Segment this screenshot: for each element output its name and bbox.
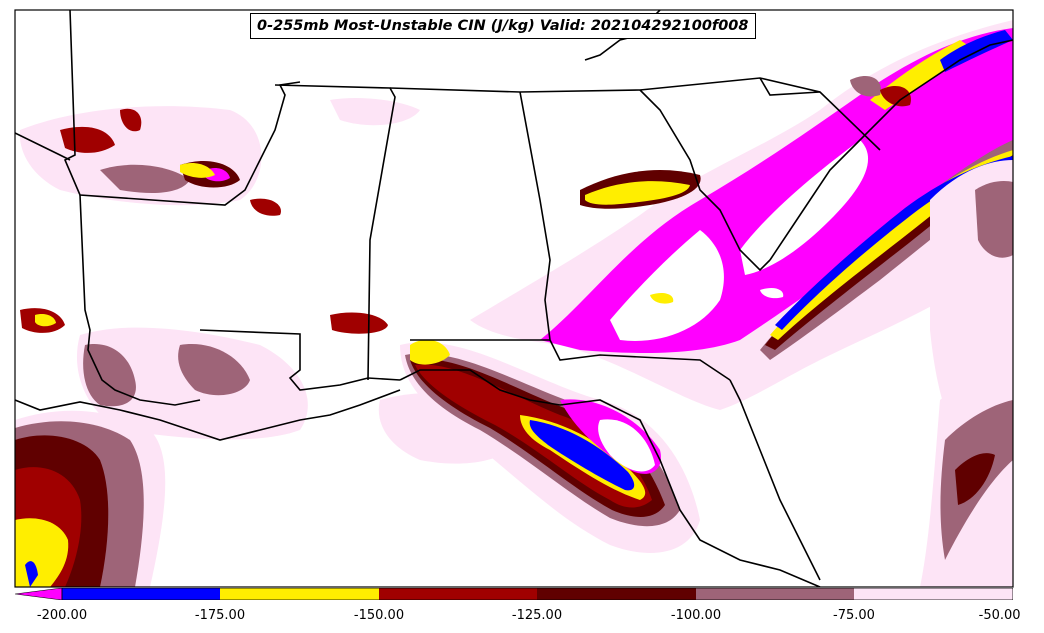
colorbar-bin-2 bbox=[220, 588, 379, 600]
northern-cin-cells bbox=[19, 75, 911, 333]
florida-cin-band bbox=[400, 339, 700, 553]
colorbar bbox=[15, 588, 1013, 600]
colorbar-tick-label: -125.00 bbox=[511, 608, 563, 623]
colorbar-tick-label: -100.00 bbox=[670, 608, 722, 623]
boundary-lines bbox=[15, 10, 1013, 587]
colorbar-extend-min bbox=[15, 588, 63, 600]
colorbar-tick-label: -150.00 bbox=[353, 608, 405, 623]
map-title: 0-255mb Most-Unstable CIN (J/kg) Valid: … bbox=[250, 13, 756, 39]
gulf-cin-field bbox=[15, 410, 166, 587]
atlantic-cin-field bbox=[920, 160, 1013, 587]
colorbar-bin-3 bbox=[379, 588, 537, 600]
colorbar-tick-label: -75.00 bbox=[833, 608, 875, 623]
colorbar-bin-4 bbox=[537, 588, 696, 600]
colorbar-bin-6 bbox=[854, 588, 1013, 600]
colorbar-tick-label: -175.00 bbox=[194, 608, 246, 623]
colorbar-tick-label: -50.00 bbox=[978, 608, 1021, 623]
colorbar-tick-label: -200.00 bbox=[36, 608, 88, 623]
colorbar-bin-5 bbox=[696, 588, 854, 600]
map-frame bbox=[14, 9, 1014, 588]
colorbar-bin-1 bbox=[62, 588, 220, 600]
